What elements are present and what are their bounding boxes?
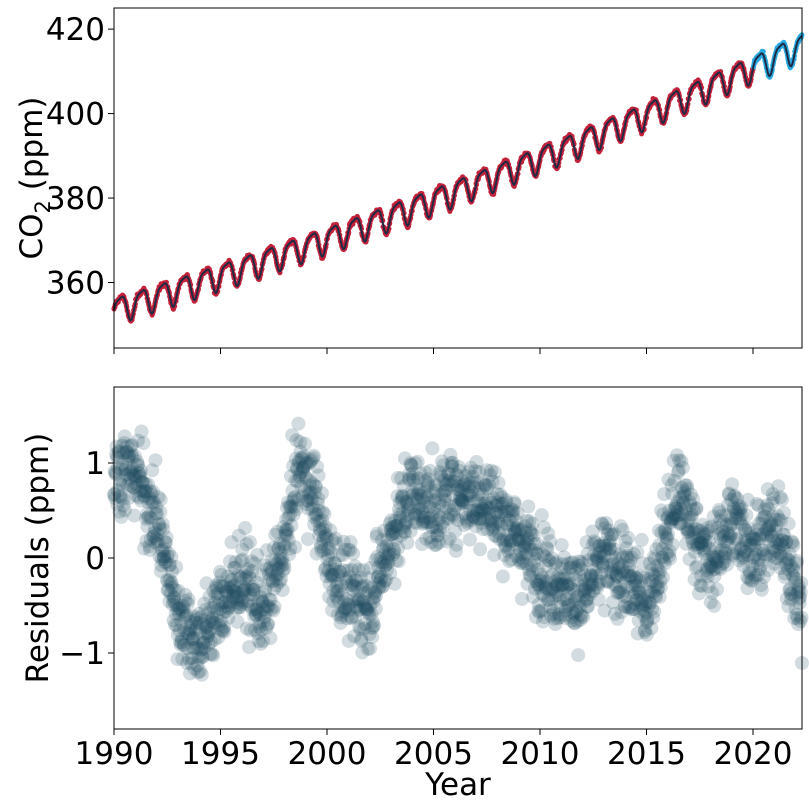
co2-y-tick-label: 420 bbox=[46, 12, 105, 48]
residual-point bbox=[665, 537, 680, 552]
co2-y-tick-label: 400 bbox=[46, 97, 105, 133]
residual-point bbox=[462, 532, 477, 547]
x-axis-label: Year bbox=[424, 767, 491, 803]
residual-point bbox=[534, 508, 549, 523]
residual-point bbox=[153, 505, 168, 520]
residuals-y-ticks: −1 0 1 bbox=[59, 446, 114, 672]
residual-point bbox=[181, 592, 196, 607]
residual-point bbox=[781, 516, 796, 531]
residual-point bbox=[363, 641, 377, 656]
residual-point bbox=[368, 601, 383, 616]
residual-point bbox=[491, 475, 506, 490]
residual-point bbox=[311, 468, 326, 483]
x-tick-label: 2000 bbox=[288, 736, 367, 772]
x-tick-label: 2010 bbox=[501, 736, 580, 772]
residual-point bbox=[663, 551, 677, 566]
residual-point bbox=[242, 535, 257, 550]
residual-point bbox=[206, 648, 221, 663]
residual-point bbox=[194, 667, 209, 682]
residual-point bbox=[675, 460, 690, 475]
residual-point bbox=[367, 618, 381, 633]
co2-y-axis-label: CO2 (ppm) bbox=[14, 96, 55, 259]
residual-point bbox=[277, 561, 292, 576]
co2-x-ticks bbox=[113, 348, 754, 354]
residual-point bbox=[425, 441, 440, 456]
residuals-y-tick-label: 1 bbox=[85, 446, 105, 482]
co2-series-group bbox=[111, 32, 805, 324]
residual-point bbox=[554, 538, 569, 552]
residual-point bbox=[148, 453, 163, 468]
residual-point bbox=[387, 576, 402, 591]
residual-point bbox=[473, 542, 488, 557]
residual-point bbox=[710, 582, 724, 597]
residuals-x-ticks: 1990 1995 2000 2005 2010 2015 2020 bbox=[75, 729, 793, 772]
x-tick-label: 1990 bbox=[75, 736, 154, 772]
residual-point bbox=[238, 521, 253, 535]
residual-point bbox=[159, 530, 174, 545]
residuals-y-tick-label: −1 bbox=[59, 636, 105, 672]
residual-point bbox=[261, 616, 276, 631]
residual-point bbox=[127, 508, 142, 523]
co2-y-tick-label: 360 bbox=[46, 266, 105, 302]
residual-point bbox=[346, 546, 361, 561]
residual-point bbox=[449, 537, 464, 552]
residual-point bbox=[314, 486, 329, 501]
residual-point bbox=[169, 560, 184, 574]
residual-point bbox=[656, 570, 670, 585]
residual-point bbox=[217, 624, 232, 639]
residual-point bbox=[391, 554, 406, 569]
residuals-y-tick-label: 0 bbox=[85, 541, 105, 577]
co2-observed-points bbox=[111, 60, 756, 324]
co2-y-axis-subscript: 2 bbox=[31, 200, 55, 213]
residuals-panel: −101 1990 1995 2000 2005 2010 2015 2020 Residu… bbox=[20, 386, 809, 803]
residual-point bbox=[775, 492, 789, 507]
residual-point bbox=[647, 604, 662, 619]
x-tick-label: 1995 bbox=[181, 736, 260, 772]
residual-point bbox=[317, 506, 332, 521]
residual-point bbox=[263, 631, 278, 645]
residuals-y-axis-label: Residuals (ppm) bbox=[20, 433, 56, 684]
residual-point bbox=[754, 582, 769, 597]
residual-point bbox=[794, 575, 809, 590]
residual-point bbox=[267, 599, 282, 614]
residual-point bbox=[634, 532, 649, 547]
residual-point bbox=[689, 501, 704, 516]
residual-point bbox=[275, 583, 290, 598]
residual-point bbox=[739, 508, 754, 523]
residual-point bbox=[571, 648, 586, 663]
residual-point bbox=[288, 540, 303, 555]
residual-point bbox=[136, 436, 151, 451]
x-tick-label: 2015 bbox=[607, 736, 686, 772]
residual-point bbox=[707, 598, 722, 613]
residual-point bbox=[495, 569, 510, 584]
co2-axes-frame bbox=[113, 7, 803, 349]
residual-point bbox=[291, 416, 306, 431]
residual-point bbox=[621, 530, 636, 545]
residual-point bbox=[298, 436, 312, 451]
residual-point bbox=[521, 499, 536, 514]
x-tick-label: 2020 bbox=[714, 736, 793, 772]
residual-point bbox=[153, 492, 168, 507]
residuals-points-group bbox=[107, 416, 809, 682]
residual-point bbox=[786, 538, 801, 553]
